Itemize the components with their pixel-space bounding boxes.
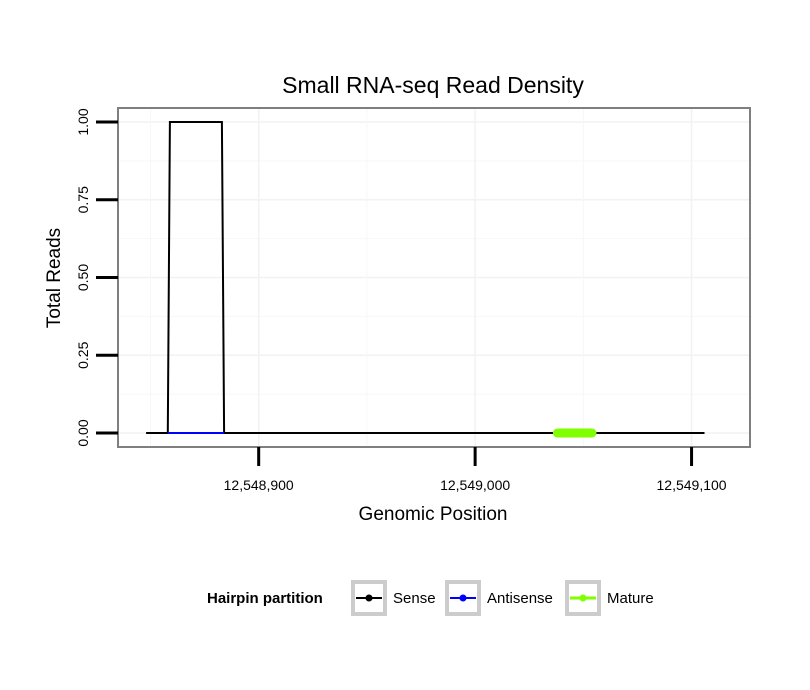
- legend-dot-mature: [579, 594, 587, 602]
- legend-label-antisense: Antisense: [487, 590, 553, 607]
- legend-entry-mature: Mature: [565, 580, 654, 616]
- legend: Hairpin partition Sense Antisense Mature: [207, 580, 654, 616]
- grid-layer: [118, 108, 750, 447]
- legend-entry-antisense: Antisense: [445, 580, 553, 616]
- y-tick-label: 0.00: [75, 419, 91, 446]
- y-tick-label: 0.25: [75, 341, 91, 368]
- y-tick-label: 1.00: [75, 108, 91, 135]
- legend-title: Hairpin partition: [207, 590, 323, 607]
- tick-layer: 0.00 0.25 0.50 0.75 1.00 12,548,900 12,549,000…: [75, 108, 727, 493]
- x-tick-label: 12,549,100: [657, 477, 727, 493]
- x-tick-label: 12,549,000: [440, 477, 510, 493]
- y-axis-title: Total Reads: [44, 228, 65, 328]
- legend-dot-sense: [365, 594, 373, 602]
- legend-label-sense: Sense: [393, 590, 436, 607]
- legend-dot-antisense: [459, 594, 467, 602]
- legend-label-mature: Mature: [607, 590, 654, 607]
- y-tick-label: 0.75: [75, 186, 91, 213]
- x-axis-title: Genomic Position: [359, 504, 508, 525]
- chart-title: Small RNA-seq Read Density: [282, 72, 584, 98]
- legend-entry-sense: Sense: [351, 580, 436, 616]
- series-line-sense: [146, 121, 705, 434]
- series-layer: [146, 121, 705, 438]
- y-tick-label: 0.50: [75, 264, 91, 291]
- x-tick-label: 12,548,900: [224, 477, 294, 493]
